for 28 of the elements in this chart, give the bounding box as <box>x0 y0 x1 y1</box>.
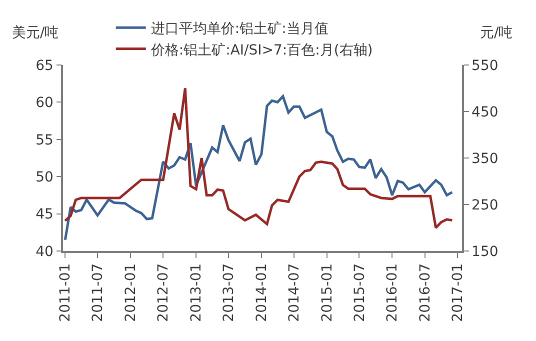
y-tick-label: 50 <box>36 170 54 186</box>
y2-tick-label: 450 <box>472 104 498 120</box>
y2-axis-title: 元/吨 <box>480 25 513 41</box>
y2-tick-label: 350 <box>472 150 498 167</box>
x-tick-label: 2013-01 <box>188 263 205 322</box>
y-tick-label: 45 <box>36 206 54 223</box>
y2-tick-label: 250 <box>472 197 498 214</box>
y-tick-label: 65 <box>36 58 54 74</box>
x-tick-label: 2012-01 <box>123 263 140 322</box>
y-axis-title: 美元/吨 <box>12 25 59 41</box>
x-tick-label: 2017-01 <box>450 263 466 322</box>
x-tick-label: 2015-01 <box>319 263 336 322</box>
y2-tick-label: 150 <box>472 244 498 260</box>
y2-tick-label: 550 <box>472 58 498 74</box>
legend-label: 进口平均单价:铝土矿:当月值 <box>150 21 328 38</box>
x-tick-label: 2013-07 <box>221 263 238 322</box>
x-tick-label: 2016-01 <box>384 263 401 322</box>
x-tick-label: 2015-07 <box>352 263 368 322</box>
x-tick-label: 2011-07 <box>90 263 106 322</box>
x-tick-label: 2011-01 <box>58 263 74 322</box>
y-tick-label: 55 <box>36 132 54 148</box>
y-tick-label: 40 <box>36 244 54 260</box>
y-tick-label: 60 <box>36 95 54 112</box>
x-tick-label: 2012-07 <box>156 263 172 322</box>
x-tick-label: 2016-07 <box>417 263 434 322</box>
x-tick-label: 2014-07 <box>286 263 302 322</box>
legend-label: 价格:铝土矿:AI/SI>7:百色:月(右轴) <box>150 42 373 58</box>
x-tick-label: 2014-01 <box>254 263 270 322</box>
